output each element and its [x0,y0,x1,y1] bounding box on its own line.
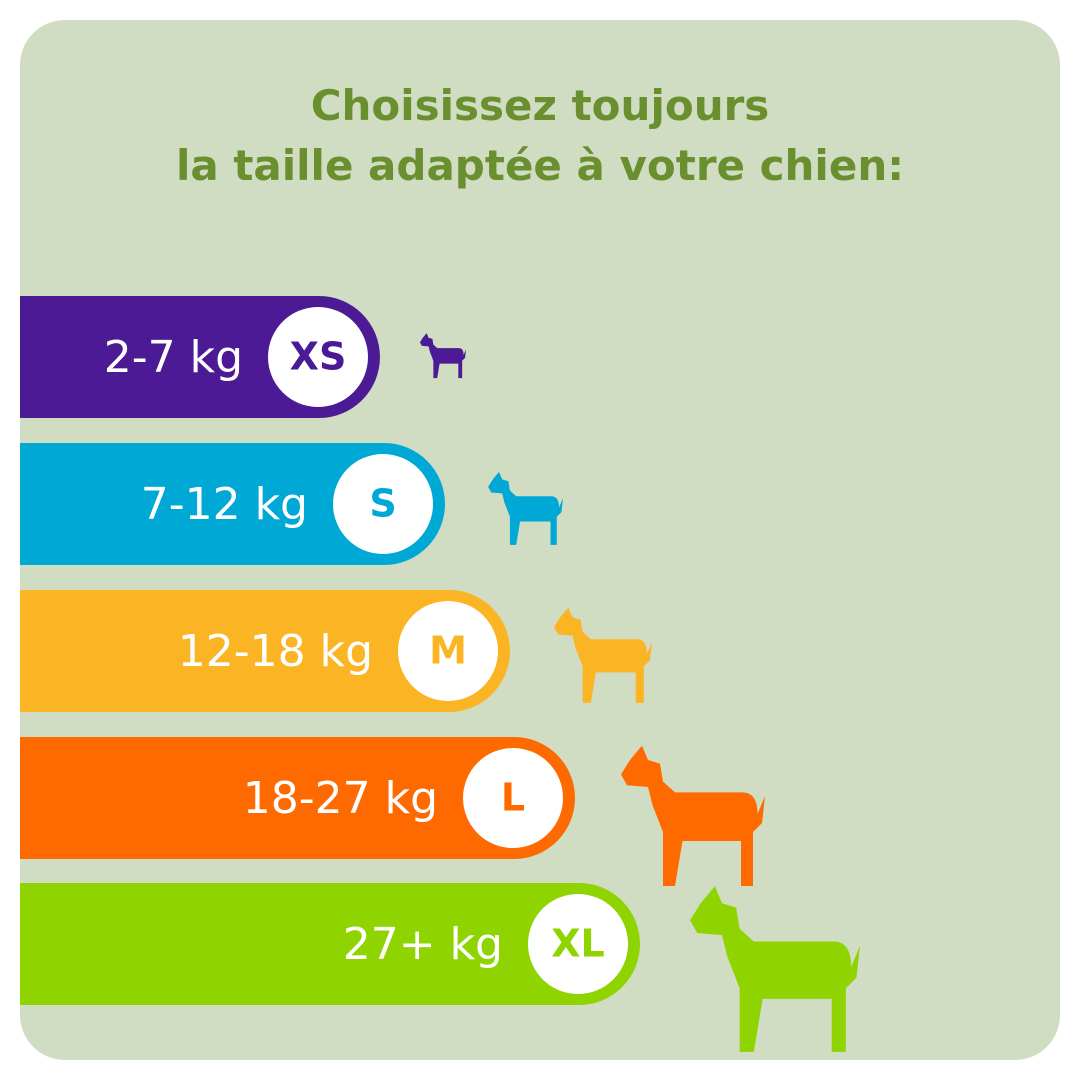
size-bar [20,443,445,565]
size-badge [398,601,498,701]
size-label: M [429,629,467,673]
title-line: Choisissez toujours [311,81,770,130]
size-row: XS 2-7 kg [20,296,466,418]
size-badge [528,894,628,994]
size-bar [20,737,575,859]
size-bar [20,883,640,1005]
weight-label: 18-27 kg [243,773,438,824]
title-line: la taille adaptée à votre chien: [176,141,904,190]
size-label: XL [551,922,605,966]
size-label: L [501,776,525,820]
size-label: S [369,482,396,526]
size-badge [268,307,368,407]
size-rows: XS 2-7 kg S 7-12 kg M 12-18 kg L 18-27 kg XL 27+ … [20,296,860,1052]
weight-label: 27+ kg [343,919,503,970]
size-row: S 7-12 kg [20,443,563,565]
weight-label: 2-7 kg [104,332,243,383]
weight-label: 7-12 kg [141,479,308,530]
size-row: XL 27+ kg [20,883,860,1052]
weight-label: 12-18 kg [178,626,373,677]
size-label: XS [290,335,347,379]
size-badge [333,454,433,554]
size-row: M 12-18 kg [20,590,652,712]
size-badge [463,748,563,848]
size-row: L 18-27 kg [20,737,765,886]
size-bar [20,590,510,712]
